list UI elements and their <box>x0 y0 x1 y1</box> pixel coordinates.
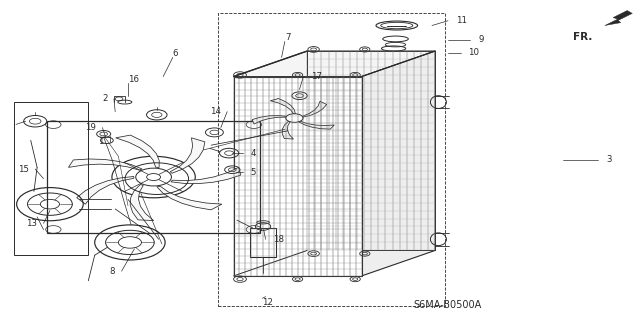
Polygon shape <box>234 77 362 276</box>
Text: 16: 16 <box>128 75 139 84</box>
Text: 13: 13 <box>26 219 37 228</box>
Polygon shape <box>68 159 142 170</box>
Text: FR.: FR. <box>573 32 592 42</box>
Polygon shape <box>234 51 435 77</box>
Text: 10: 10 <box>468 48 479 57</box>
Polygon shape <box>302 101 326 117</box>
Text: 12: 12 <box>262 298 273 307</box>
Polygon shape <box>362 51 435 276</box>
Text: 1: 1 <box>98 137 104 146</box>
Text: 14: 14 <box>210 107 221 116</box>
Polygon shape <box>282 121 294 139</box>
Polygon shape <box>605 11 632 26</box>
Text: 11: 11 <box>456 16 467 25</box>
Polygon shape <box>116 135 159 167</box>
Text: 2: 2 <box>102 94 108 103</box>
Text: 8: 8 <box>109 267 115 276</box>
Text: 5: 5 <box>251 168 257 177</box>
Text: 3: 3 <box>606 155 612 164</box>
Polygon shape <box>157 186 222 210</box>
Polygon shape <box>171 167 241 184</box>
Bar <box>14 102 88 255</box>
Text: 6: 6 <box>173 49 179 58</box>
Polygon shape <box>299 121 334 129</box>
Polygon shape <box>130 184 154 220</box>
Bar <box>250 228 276 257</box>
Polygon shape <box>77 176 134 204</box>
Text: 19: 19 <box>85 123 96 132</box>
Text: 18: 18 <box>273 235 284 244</box>
Text: 4: 4 <box>251 149 257 158</box>
Text: S6MA-B0500A: S6MA-B0500A <box>414 300 482 310</box>
Text: 7: 7 <box>285 33 291 42</box>
Polygon shape <box>170 138 205 173</box>
Polygon shape <box>252 115 287 124</box>
Polygon shape <box>270 99 296 114</box>
Text: 9: 9 <box>478 35 483 44</box>
Text: 15: 15 <box>18 165 29 174</box>
Text: 17: 17 <box>311 72 322 81</box>
Bar <box>47 122 260 233</box>
